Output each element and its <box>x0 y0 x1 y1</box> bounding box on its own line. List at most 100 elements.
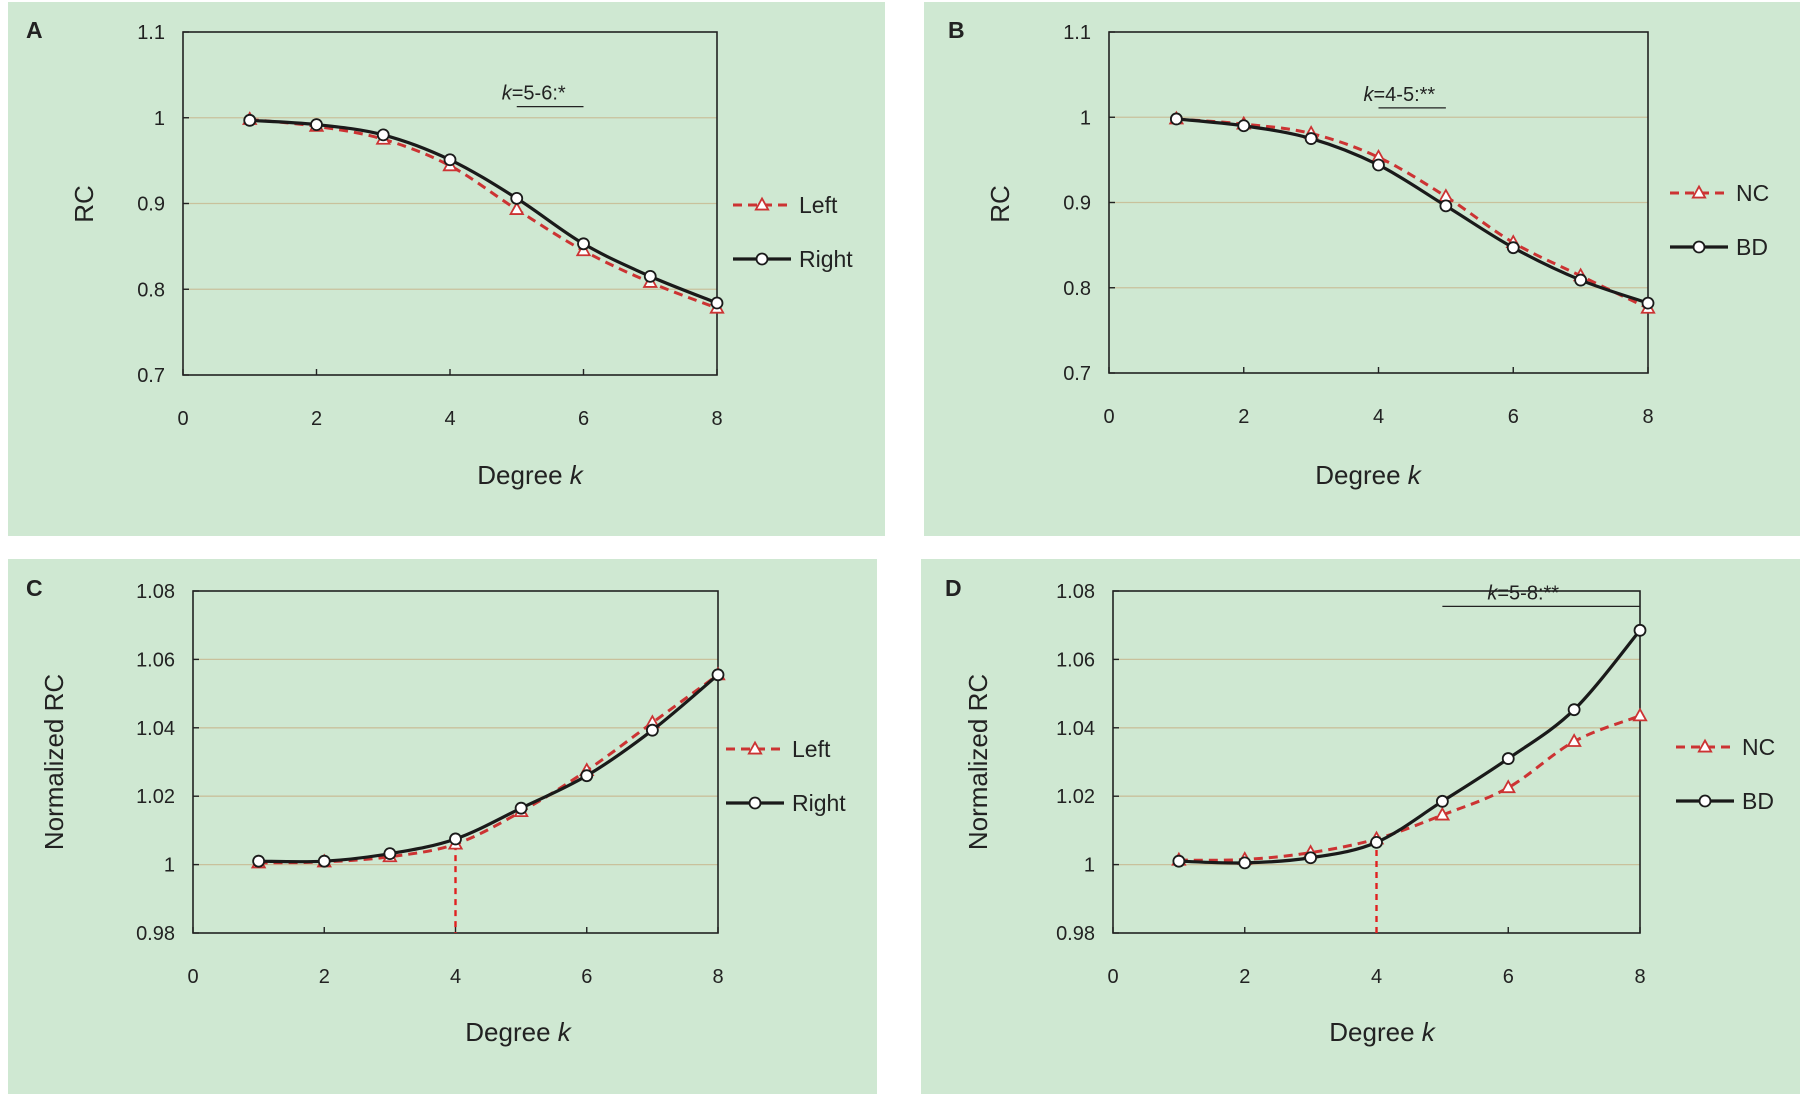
legend-swatch-marker <box>1692 240 1706 254</box>
x-tick-label: 8 <box>1642 406 1653 428</box>
x-tick-label: 0 <box>187 966 198 988</box>
significance-annotation: k=4-5:** <box>1364 84 1436 106</box>
legend-swatch-marker <box>1698 794 1712 808</box>
series-bd-point <box>1304 851 1318 865</box>
x-tick-label: 2 <box>311 408 322 430</box>
series-right-point <box>243 113 257 127</box>
legend-label: NC <box>1736 180 1769 206</box>
y-tick-label: 1.06 <box>1056 649 1095 671</box>
legend-swatch-marker <box>755 252 769 266</box>
series-right-point <box>577 237 590 251</box>
series-right-point <box>514 801 528 815</box>
y-tick-label: 1.04 <box>1056 718 1095 740</box>
x-tick-label: 2 <box>1238 406 1249 428</box>
series-right-point <box>317 854 331 868</box>
x-tick-label: 6 <box>1503 966 1514 988</box>
y-axis-title: Normalized RC <box>963 674 993 850</box>
legend-swatch-marker <box>1697 738 1713 753</box>
legend-label: Right <box>799 246 853 272</box>
series-bd-point <box>1501 752 1515 765</box>
y-tick-label: 1.1 <box>137 22 165 44</box>
legend-swatch-marker <box>1691 184 1707 199</box>
significance-variable: k <box>502 83 513 105</box>
legend-entry-right: Right <box>733 246 853 272</box>
x-tick-label: 8 <box>712 966 723 988</box>
x-axis-title: Degree k <box>465 1017 573 1047</box>
panel-background <box>921 559 1800 1094</box>
x-tick-label: 0 <box>177 408 188 430</box>
x-axis-title-variable: k <box>558 1017 573 1047</box>
legend-label: NC <box>1742 734 1775 760</box>
x-axis-title-word: Degree <box>1329 1017 1422 1047</box>
y-tick-label: 1 <box>1084 855 1095 877</box>
series-nc-point <box>1566 733 1582 747</box>
legend-entry-left: Left <box>733 192 838 218</box>
significance-range: =5-6:* <box>512 83 566 105</box>
significance-range: =4-5:** <box>1374 84 1436 106</box>
y-tick-label: 1.02 <box>136 786 175 808</box>
legend-entry-right: Right <box>726 790 846 816</box>
series-bd-point <box>1238 856 1252 870</box>
series-right-point <box>645 723 659 737</box>
series-right-point <box>643 269 657 283</box>
y-tick-label: 1 <box>1080 107 1091 129</box>
panel-letter: C <box>26 575 43 601</box>
series-nc-point <box>1434 806 1451 821</box>
y-tick-label: 1.06 <box>136 649 175 671</box>
panel-letter: D <box>945 575 962 601</box>
legend-entry-bd: BD <box>1670 234 1768 260</box>
legend-entry-nc: NC <box>1676 734 1775 760</box>
legend-label: BD <box>1742 788 1774 814</box>
series-bd-point <box>1574 273 1588 287</box>
legend-swatch-marker <box>754 196 770 211</box>
significance-annotation: k=5-8:** <box>1487 582 1559 604</box>
x-tick-label: 2 <box>319 966 330 988</box>
panel-background <box>924 2 1800 536</box>
series-bd-point <box>1169 112 1183 126</box>
x-tick-label: 4 <box>450 966 461 988</box>
series-bd-point <box>1633 623 1647 637</box>
y-tick-label: 1.04 <box>136 718 175 740</box>
series-bd-point <box>1304 132 1318 145</box>
legend-swatch-marker <box>747 740 763 755</box>
x-axis-title-word: Degree <box>1315 460 1408 490</box>
y-tick-label: 0.8 <box>137 279 165 301</box>
x-tick-label: 0 <box>1107 966 1118 988</box>
panel-background <box>8 2 885 536</box>
series-right-point <box>310 118 323 132</box>
x-tick-label: 4 <box>1373 406 1384 428</box>
series-left-point <box>509 201 525 215</box>
y-tick-label: 0.7 <box>1063 363 1091 385</box>
legend-swatch-marker <box>748 796 762 810</box>
significance-variable: k <box>1364 84 1375 106</box>
series-right-point <box>580 769 594 783</box>
panel-d: 0 2 4 6 8 0.98 1 1.02 1.04 1.06 1.08 Degree k Normal… <box>921 559 1800 1094</box>
x-axis-title-variable: k <box>1422 1017 1437 1047</box>
x-tick-label: 6 <box>578 408 589 430</box>
series-right-point <box>510 191 524 205</box>
y-tick-label: 1 <box>154 108 165 130</box>
x-axis-title-word: Degree <box>465 1017 558 1047</box>
y-tick-label: 1 <box>164 855 175 877</box>
x-tick-label: 8 <box>1634 966 1645 988</box>
series-right-point <box>383 847 397 861</box>
panel-letter: A <box>26 17 43 43</box>
legend-entry-bd: BD <box>1676 788 1774 814</box>
x-axis-title-variable: k <box>570 460 585 490</box>
series-nc-line <box>1176 117 1649 310</box>
legend-label: BD <box>1736 234 1768 260</box>
series-bd-point <box>1435 794 1449 808</box>
series-nc-point <box>1632 707 1648 722</box>
y-tick-label: 0.9 <box>1063 193 1091 215</box>
series-bd-point <box>1439 199 1453 213</box>
series-right-point <box>443 153 457 167</box>
y-tick-label: 1.08 <box>136 581 175 603</box>
y-tick-label: 1.1 <box>1063 22 1091 44</box>
x-axis-title-variable: k <box>1408 460 1423 490</box>
y-axis-title: Normalized RC <box>39 674 69 850</box>
series-bd-point <box>1370 835 1383 849</box>
y-axis-title: RC <box>69 185 99 223</box>
